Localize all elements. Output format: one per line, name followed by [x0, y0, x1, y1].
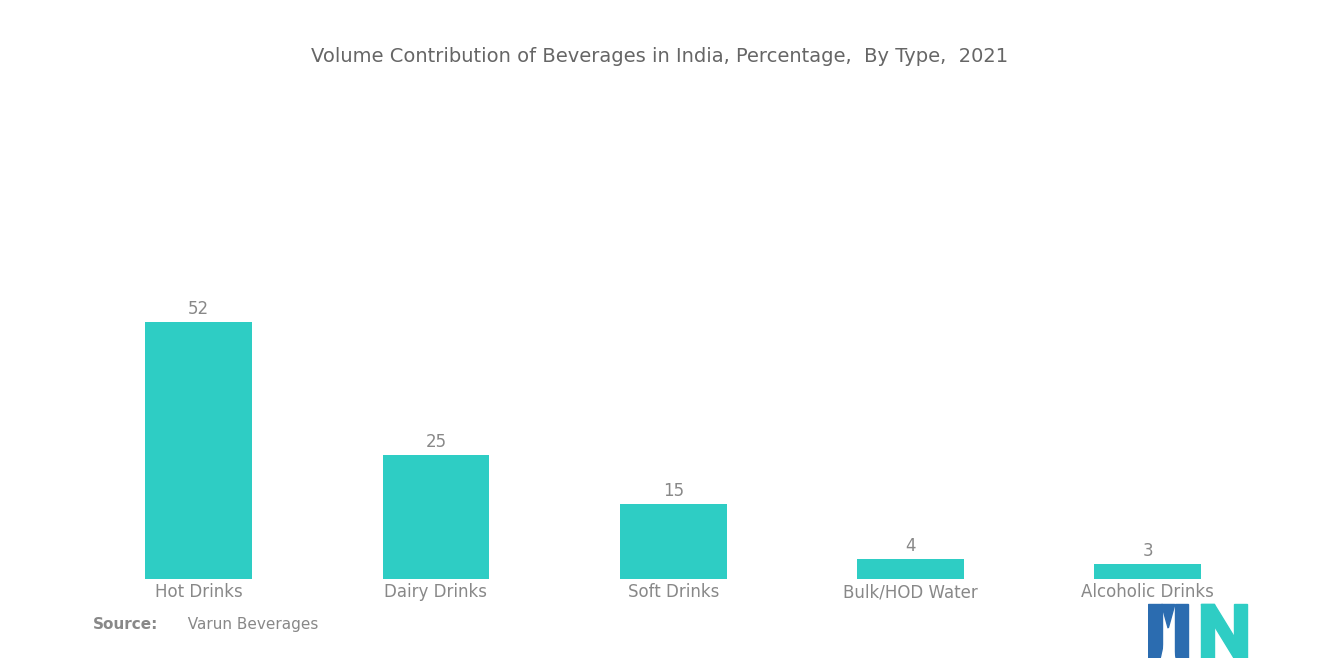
Bar — [383, 455, 490, 579]
Bar — [620, 505, 726, 579]
Polygon shape — [1148, 604, 1162, 658]
Text: 52: 52 — [187, 300, 209, 318]
Text: Source:: Source: — [92, 616, 158, 632]
Bar — [1094, 564, 1201, 579]
Polygon shape — [1234, 604, 1247, 658]
Polygon shape — [1162, 604, 1175, 628]
Text: Varun Beverages: Varun Beverages — [178, 616, 318, 632]
Polygon shape — [1175, 604, 1188, 658]
Text: 25: 25 — [425, 433, 446, 451]
Text: Volume Contribution of Beverages in India, Percentage,  By Type,  2021: Volume Contribution of Beverages in Indi… — [312, 47, 1008, 66]
Text: 15: 15 — [663, 483, 684, 501]
Polygon shape — [1201, 604, 1247, 658]
Bar — [857, 559, 964, 579]
Text: 4: 4 — [906, 537, 916, 555]
Text: 3: 3 — [1143, 542, 1154, 560]
Bar — [145, 322, 252, 579]
Polygon shape — [1201, 604, 1214, 658]
Polygon shape — [1162, 628, 1175, 658]
